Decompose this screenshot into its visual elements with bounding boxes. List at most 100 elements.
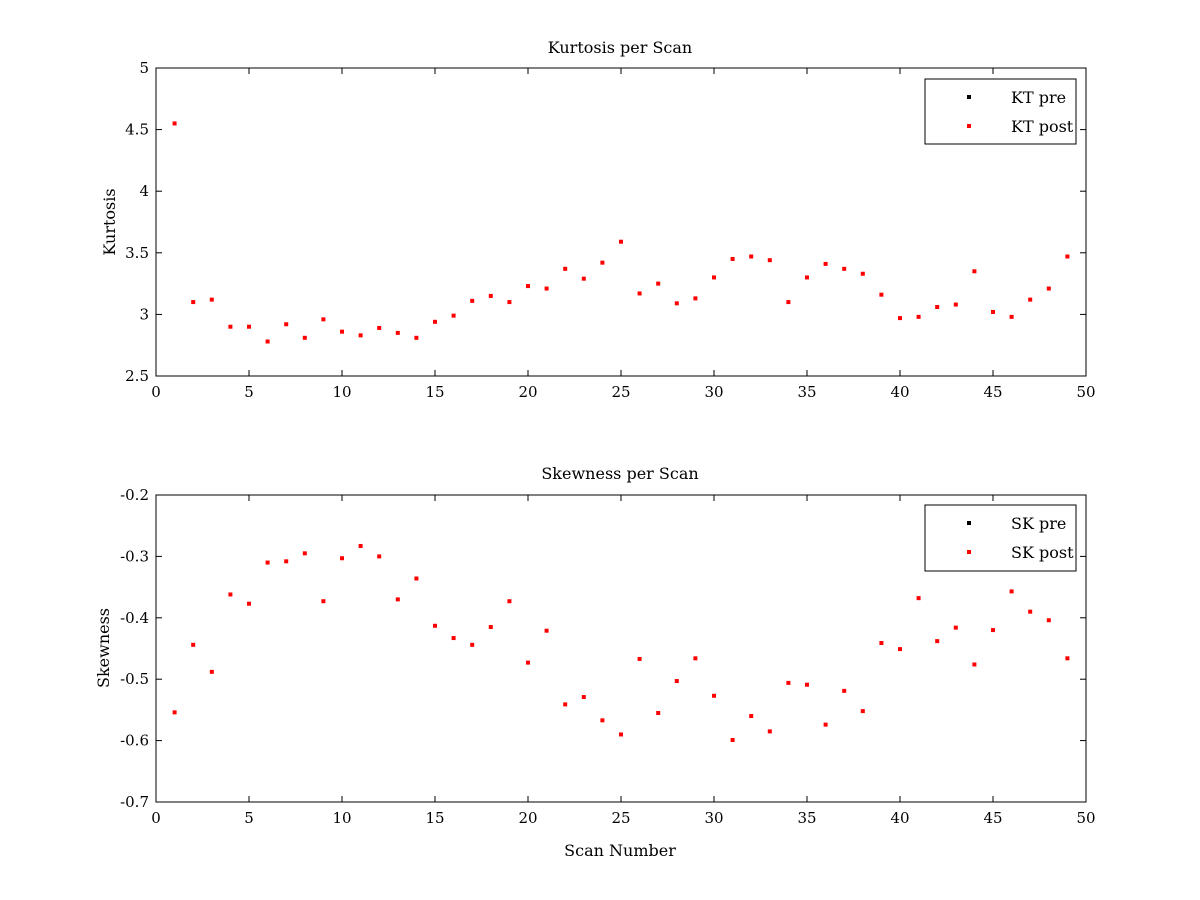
skewness-data-point-post	[377, 554, 382, 559]
skewness-y-tick-label: -0.7	[120, 793, 149, 811]
skewness-data-point-post	[898, 647, 902, 652]
kurtosis-data-point-post	[693, 296, 698, 301]
kurtosis-data-point-post	[674, 301, 679, 306]
skewness-data-point-post	[1046, 618, 1051, 623]
kurtosis-data-point-post	[247, 324, 251, 329]
kurtosis-data-point-post	[470, 298, 475, 303]
kurtosis-data-point-post	[842, 266, 847, 271]
skewness-data-point-post	[544, 628, 549, 633]
kurtosis-data-point-post	[749, 254, 754, 259]
skewness-data-point-post	[563, 702, 568, 707]
skewness-legend: SK pre SK post	[924, 504, 1077, 572]
skewness-data-point-post	[823, 722, 828, 727]
kurtosis-x-tick-label: 0	[151, 383, 161, 401]
skewness-data-point-post	[228, 592, 233, 597]
skewness-legend-label-post: SK post	[1011, 543, 1074, 562]
skewness-data-points	[172, 543, 1070, 742]
skewness-data-point-post	[767, 729, 772, 734]
kurtosis-data-point-post	[340, 329, 344, 334]
kurtosis-y-tick-label: 4	[139, 182, 149, 200]
skewness-legend-label-pre: SK pre	[1011, 514, 1066, 533]
skewness-data-point-post	[209, 669, 214, 674]
kurtosis-panel: Kurtosis per Scan Kurtosis 0 5 10 15 20 25 30 3…	[100, 38, 1096, 401]
skewness-x-axis-label: Scan Number	[564, 841, 676, 860]
kurtosis-data-point-post	[433, 319, 437, 324]
kurtosis-data-point-post	[395, 330, 400, 335]
skewness-data-point-post	[693, 656, 698, 661]
kurtosis-x-tick-label: 40	[890, 383, 909, 401]
kurtosis-data-point-post	[581, 276, 586, 281]
skewness-data-point-post	[991, 628, 995, 633]
skewness-data-point-post	[600, 718, 605, 723]
kurtosis-x-tick-label: 15	[425, 383, 444, 401]
kurtosis-data-point-post	[321, 317, 326, 322]
skewness-data-point-post	[507, 599, 512, 604]
kurtosis-data-point-post	[767, 258, 772, 263]
kurtosis-x-tick-label: 50	[1076, 383, 1095, 401]
skewness-data-point-post	[953, 625, 958, 630]
skewness-data-point-post	[860, 709, 865, 714]
skewness-axis-ticks: 0 5 10 15 20 25 30 35 40 45 50 -0.7 -0.6 -0.5 -0.4 -0.3…	[120, 486, 1095, 827]
kurtosis-legend-box	[924, 78, 1077, 145]
kurtosis-x-tick-label: 20	[518, 383, 537, 401]
skewness-y-tick-label: -0.4	[120, 609, 149, 627]
skewness-data-point-post	[1065, 656, 1070, 661]
skewness-data-point-post	[358, 543, 363, 548]
kurtosis-data-point-post	[712, 275, 716, 280]
kurtosis-legend-marker-pre	[967, 95, 971, 99]
skewness-panel: Skewness per Scan Skewness Scan Number 0…	[94, 464, 1096, 860]
skewness-x-tick-label: 40	[890, 809, 909, 827]
skewness-data-point-post	[1028, 609, 1033, 614]
skewness-data-point-post	[581, 695, 586, 700]
skewness-y-axis-label: Skewness	[94, 608, 113, 688]
skewness-data-point-post	[470, 642, 475, 647]
skewness-y-tick-label: -0.5	[120, 670, 149, 688]
skewness-data-point-post	[842, 688, 847, 693]
skewness-data-point-post	[302, 551, 307, 556]
skewness-data-point-post	[526, 660, 530, 665]
skewness-legend-marker-post	[967, 550, 971, 554]
skewness-x-tick-label: 50	[1076, 809, 1095, 827]
skewness-legend-marker-pre	[967, 521, 971, 525]
kurtosis-data-point-post	[526, 284, 530, 289]
skewness-data-point-post	[247, 601, 251, 606]
kurtosis-x-tick-label: 25	[611, 383, 630, 401]
kurtosis-data-point-post	[172, 121, 177, 126]
kurtosis-data-point-post	[953, 302, 958, 307]
skewness-data-point-post	[395, 597, 400, 602]
kurtosis-data-point-post	[823, 261, 828, 266]
kurtosis-x-tick-label: 45	[983, 383, 1002, 401]
kurtosis-data-point-post	[265, 339, 270, 344]
skewness-x-tick-label: 15	[425, 809, 444, 827]
kurtosis-data-point-post	[916, 314, 921, 319]
skewness-x-tick-label: 25	[611, 809, 630, 827]
skewness-data-point-post	[619, 732, 623, 737]
kurtosis-chart-title: Kurtosis per Scan	[548, 38, 692, 57]
kurtosis-axis-ticks: 0 5 10 15 20 25 30 35 40 45 50 2.5 3 3.5 4 4.5 5	[125, 59, 1095, 401]
skewness-data-point-post	[916, 596, 921, 601]
kurtosis-data-point-post	[972, 269, 977, 274]
kurtosis-legend-marker-post	[967, 124, 971, 128]
kurtosis-data-point-post	[1046, 286, 1051, 291]
kurtosis-data-point-post	[730, 256, 735, 261]
kurtosis-data-point-post	[209, 297, 214, 302]
skewness-data-point-post	[712, 693, 716, 698]
kurtosis-x-tick-label: 35	[797, 383, 816, 401]
kurtosis-data-point-post	[935, 305, 940, 310]
kurtosis-data-point-post	[191, 300, 196, 305]
kurtosis-data-point-post	[1065, 254, 1070, 259]
kurtosis-data-point-post	[879, 292, 884, 297]
skewness-data-point-post	[674, 679, 679, 684]
kurtosis-data-point-post	[637, 291, 642, 296]
skewness-legend-box	[924, 504, 1077, 572]
kurtosis-data-point-post	[228, 324, 233, 329]
kurtosis-data-point-post	[507, 300, 512, 305]
kurtosis-y-axis-label: Kurtosis	[100, 188, 119, 255]
kurtosis-data-point-post	[451, 313, 456, 318]
kurtosis-data-point-post	[1009, 314, 1014, 319]
skewness-data-point-post	[656, 710, 661, 715]
skewness-chart-title: Skewness per Scan	[541, 464, 698, 483]
skewness-x-tick-label: 5	[244, 809, 254, 827]
skewness-data-point-post	[321, 599, 326, 604]
